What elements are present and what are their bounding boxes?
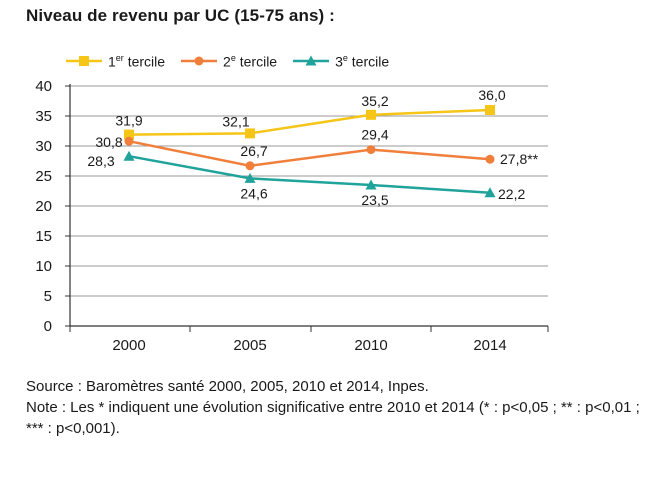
legend: 1er tercile 2e tercile 3e tercile: [66, 50, 405, 72]
data-point-circle: [124, 136, 134, 146]
legend-swatch-circle-icon: [181, 56, 218, 66]
data-label: 26,7: [240, 143, 267, 159]
x-tick-label: 2010: [354, 337, 387, 354]
data-point-square: [124, 129, 134, 140]
y-tick-label: 10: [35, 258, 52, 275]
y-tick-label: 15: [35, 228, 52, 245]
data-point-triangle: [365, 179, 377, 190]
line-chart: 0 5 10 15 20 25 30 35 40 2000 2005 2010 2014 31,9 32,1…: [35, 78, 549, 354]
y-tick-label: 20: [35, 198, 52, 215]
y-tick-label: 35: [35, 108, 52, 125]
legend-item-tercile-2: 2e tercile: [181, 52, 278, 70]
data-label: 22,2: [498, 186, 525, 202]
legend-label: 3e tercile: [335, 52, 390, 70]
data-label: 29,4: [361, 127, 388, 143]
legend-label: 1er tercile: [108, 52, 166, 70]
y-tick-label: 40: [35, 78, 52, 95]
legend-item-tercile-3: 3e tercile: [293, 52, 390, 70]
data-point-triangle: [484, 187, 496, 198]
chart-title: Niveau de revenu par UC (15-75 ans) :: [26, 6, 335, 25]
y-tick-label: 5: [44, 288, 52, 305]
source-text: Source : Baromètres santé 2000, 2005, 20…: [26, 378, 429, 395]
x-tick-label: 2014: [473, 337, 506, 354]
data-point-circle: [245, 161, 255, 171]
data-point-square: [366, 109, 376, 120]
series-line-1: [128, 108, 491, 136]
x-tick-label: 2005: [233, 337, 266, 354]
data-label: 28,3: [87, 153, 114, 169]
data-point-square: [245, 128, 255, 139]
series-line-2: [128, 139, 491, 168]
data-point-circle: [485, 154, 495, 164]
legend-item-tercile-1: 1er tercile: [66, 52, 166, 70]
y-tick-label: 25: [35, 168, 52, 185]
data-label: 24,6: [240, 185, 267, 201]
data-label: 30,8: [95, 134, 122, 150]
data-label: 31,9: [115, 113, 142, 129]
x-tick-label: 2000: [112, 337, 145, 354]
data-point-triangle: [123, 150, 135, 161]
footer: Source : Baromètres santé 2000, 2005, 20…: [26, 376, 651, 439]
data-point-circle: [366, 145, 376, 155]
legend-swatch-square-icon: [66, 56, 102, 66]
note-text: Note : Les * indiquent une évolution sig…: [26, 399, 640, 437]
data-point-triangle: [244, 172, 256, 183]
legend-label: 2e tercile: [223, 52, 278, 70]
data-point-square: [485, 105, 495, 115]
data-label: 32,1: [222, 113, 249, 129]
data-label: 36,0: [478, 87, 505, 103]
series-line-3: [128, 154, 491, 195]
data-label: 27,8**: [500, 151, 539, 167]
data-label: 35,2: [361, 93, 388, 109]
data-label: 23,5: [361, 192, 388, 208]
y-tick-label: 0: [44, 318, 52, 335]
y-tick-label: 30: [35, 138, 52, 155]
legend-swatch-triangle-icon: [293, 55, 330, 66]
